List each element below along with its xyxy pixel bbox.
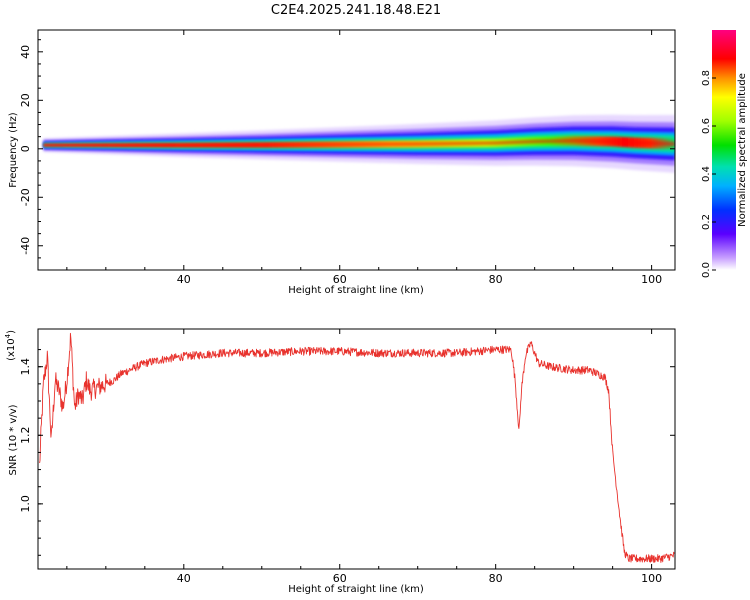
spectrogram-frame — [37, 29, 676, 271]
snr-x-tick-label: 100 — [641, 572, 662, 585]
snr-x-tick-label: 80 — [489, 572, 503, 585]
colorbar-tick-label: 0.0 — [701, 262, 712, 278]
colorbar-tick-label: 0.2 — [701, 214, 712, 230]
figure-title: C2E4.2025.241.18.48.E21 — [271, 3, 441, 18]
spectrogram-y-tick-label: -40 — [19, 237, 32, 255]
snr-y-label: SNR (10 * v/v) — [8, 404, 19, 475]
spectrogram-x-tick-label: 60 — [333, 273, 347, 286]
spectrogram-x-tick-label: 40 — [177, 273, 191, 286]
spectrogram-panel: 40 60 80 100 40 20 0 -20 -40 Height of straight … — [8, 29, 676, 296]
spectrogram-y-tick-label: 40 — [19, 45, 32, 59]
snr-x-tick-label: 40 — [177, 572, 191, 585]
spectrogram-x-tick-label: 80 — [489, 273, 503, 286]
colorbar-ticks: 0.0 0.2 0.4 0.6 0.8 — [701, 70, 716, 278]
colorbar-tick-label: 0.4 — [701, 166, 712, 182]
spectrogram-y-tick-label: -20 — [19, 188, 32, 206]
spectrogram-image — [43, 114, 675, 173]
spectrogram-y-label: Frequency (Hz) — [8, 112, 19, 188]
spectrogram-y-tick-label: 20 — [19, 93, 32, 107]
spectrogram-x-label: Height of straight line (km) — [288, 285, 424, 296]
snr-x-tick-label: 60 — [333, 572, 347, 585]
spectrogram-band — [43, 138, 675, 147]
spectrogram-y-tick-label: 0 — [19, 145, 32, 152]
colorbar-tick-label: 0.8 — [701, 70, 712, 86]
snr-series-line — [39, 332, 675, 563]
snr-frame — [37, 328, 676, 570]
colorbar-gradient — [712, 30, 736, 270]
snr-y-tick-label: 1.2 — [19, 427, 32, 445]
colorbar-tick-label: 0.6 — [701, 118, 712, 134]
spectrogram-axes: 40 60 80 100 40 20 0 -20 -40 — [19, 30, 675, 286]
snr-panel: 40 60 80 100 1.4 1.2 1.0 Height of straight li… — [4, 328, 676, 595]
snr-y-tick-label: 1.4 — [19, 358, 32, 376]
snr-y-multiplier: (x104) — [4, 330, 17, 361]
snr-x-label: Height of straight line (km) — [288, 584, 424, 595]
snr-y-tick-label: 1.0 — [19, 495, 32, 513]
colorbar-label: Normalized spectral amplitude — [737, 73, 748, 227]
colorbar: 0.0 0.2 0.4 0.6 0.8 Normalized spectral ampl… — [701, 30, 748, 278]
spectrogram-x-tick-label: 100 — [641, 273, 662, 286]
